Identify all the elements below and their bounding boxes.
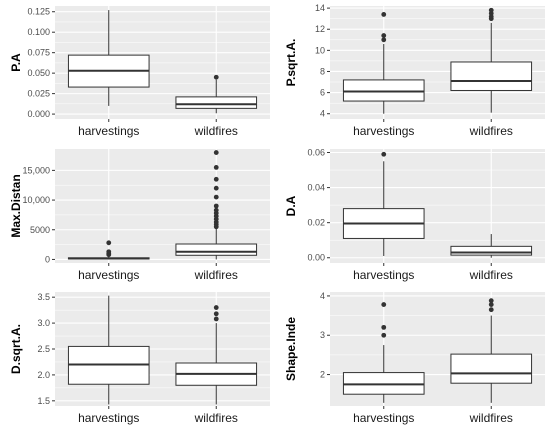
y-tick-label: 2 (320, 370, 325, 380)
x-category-label: wildfires (469, 268, 513, 282)
y-axis-title: Shape.Inde (284, 317, 298, 381)
chart-panel-2: 4 6 8 10 12 14 harvestings wildfires P.sqrt.A. (284, 3, 545, 138)
outlier-point (381, 37, 387, 43)
outlier-point (213, 207, 219, 213)
outlier-point (106, 240, 112, 246)
panel-background (330, 149, 545, 263)
y-tick-label: 8 (320, 66, 325, 76)
outlier-point (488, 7, 494, 13)
outlier-point (381, 33, 387, 38)
outlier-point (106, 249, 112, 255)
chart-panel-4: 0.00 0.02 0.04 0.06 harvestings wildfires D.A (284, 148, 545, 282)
y-tick-label: 12 (315, 24, 325, 34)
outlier-point (488, 298, 494, 304)
iqr-box (450, 353, 533, 384)
y-tick-label: 2.5 (37, 344, 50, 354)
box-wildfires (450, 298, 533, 403)
y-axis-title: D.sqrt.A. (9, 324, 23, 374)
y-tick-label: 4 (320, 291, 325, 301)
outlier-point (213, 194, 219, 200)
y-tick-label: 0 (45, 254, 50, 264)
x-category-label: wildfires (194, 124, 238, 138)
y-tick-label: 0.025 (27, 89, 50, 99)
chart-panel-5: 1.5 2.0 2.5 3.0 3.5 harvestings wildfires D.sqr… (9, 292, 270, 425)
y-axis-title: D.A (284, 195, 298, 216)
x-category-label: wildfires (194, 411, 238, 425)
iqr-box (450, 61, 533, 91)
y-axis-title: P.sqrt.A. (284, 39, 298, 87)
chart-panel-1: 0.000 0.025 0.050 0.075 0.100 0.125 harvesting… (9, 6, 270, 138)
x-category-label: harvestings (78, 124, 139, 138)
box-harvestings (67, 295, 150, 405)
y-tick-label: 3.5 (37, 292, 50, 302)
x-category-label: harvestings (353, 124, 414, 138)
y-axis-title: Max.Distan (9, 174, 23, 237)
y-tick-label: 0.00 (307, 253, 325, 263)
outlier-point (381, 302, 387, 307)
y-tick-label: 0.100 (27, 27, 50, 37)
outlier-point (381, 12, 387, 17)
y-tick-label: 10 (315, 45, 325, 55)
outlier-point (213, 176, 219, 182)
outlier-point (488, 302, 494, 307)
box-harvestings (67, 10, 150, 106)
y-tick-label: 15,000 (22, 165, 50, 175)
iqr-box (175, 96, 258, 109)
y-tick-label: 3 (320, 330, 325, 340)
outlier-point (213, 311, 219, 317)
x-category-label: harvestings (78, 411, 139, 425)
outlier-point (213, 316, 219, 322)
y-tick-label: 14 (315, 3, 325, 13)
chart-panel-6: 2 3 4 harvestings wildfires Shape.Inde (284, 291, 545, 425)
box-harvestings (342, 12, 425, 114)
y-tick-label: 3.0 (37, 318, 50, 328)
y-tick-label: 6 (320, 88, 325, 98)
y-tick-label: 2.0 (37, 370, 50, 380)
x-category-label: harvestings (353, 268, 414, 282)
y-tick-label: 1.5 (37, 396, 50, 406)
box-harvestings (342, 151, 425, 256)
outlier-point (213, 305, 219, 310)
outlier-point (488, 307, 494, 313)
iqr-box (450, 245, 533, 256)
x-category-label: harvestings (78, 268, 139, 282)
box-wildfires (175, 305, 258, 405)
y-tick-label: 0.06 (307, 148, 325, 158)
outlier-point (213, 203, 219, 209)
box-harvestings (67, 240, 150, 260)
box-wildfires (450, 234, 533, 258)
outlier-point (213, 185, 219, 191)
y-tick-label: 0.04 (307, 183, 325, 193)
y-axis-title: P.A (9, 53, 23, 72)
x-category-label: wildfires (469, 411, 513, 425)
y-tick-label: 4 (320, 109, 325, 119)
y-tick-label: 0.000 (27, 109, 50, 119)
y-tick-label: 5000 (30, 225, 50, 235)
box-wildfires (175, 150, 258, 260)
x-category-label: harvestings (353, 411, 414, 425)
y-tick-label: 0.075 (27, 48, 50, 58)
outlier-point (213, 150, 219, 155)
outlier-point (213, 74, 219, 80)
iqr-box (342, 79, 425, 102)
box-wildfires (450, 7, 533, 113)
y-tick-label: 10,000 (22, 195, 50, 205)
outlier-point (381, 151, 387, 157)
box-harvestings (342, 302, 425, 403)
chart-panel-3: 0 5000 10,000 15,000 harvestings wildfires Max… (9, 149, 270, 282)
x-category-label: wildfires (194, 268, 238, 282)
iqr-box (175, 243, 258, 256)
y-tick-label: 0.02 (307, 218, 325, 228)
box-wildfires (175, 74, 258, 114)
outlier-point (381, 324, 387, 330)
y-tick-label: 0.050 (27, 68, 50, 78)
outlier-point (381, 332, 387, 338)
outlier-point (213, 165, 219, 170)
y-tick-label: 0.125 (27, 7, 50, 17)
x-category-label: wildfires (469, 124, 513, 138)
